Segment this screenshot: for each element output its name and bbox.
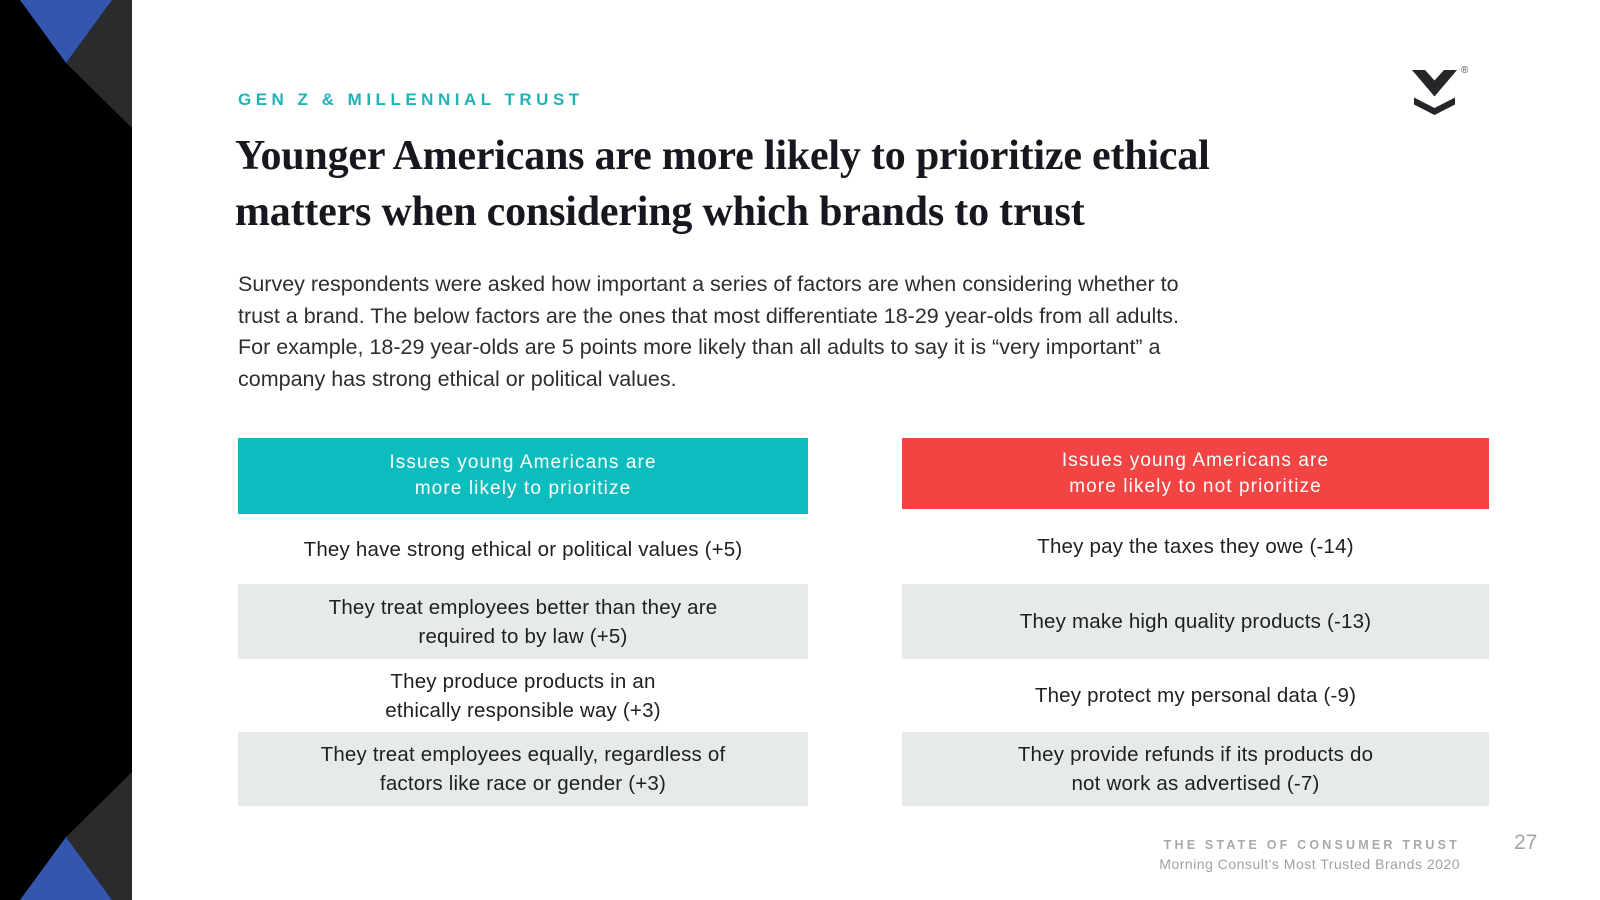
- list-item: They produce products in an ethically re…: [385, 669, 661, 722]
- list-item: They protect my personal data (-9): [1034, 684, 1357, 707]
- sidebar-decoration: [0, 0, 132, 900]
- list-item: They provide refunds if its products do …: [902, 732, 1489, 806]
- bottom-blue-triangle: [20, 837, 112, 900]
- sidebar-triangles-graphic: [20, 0, 132, 900]
- column-not-prioritize-header: Issues young Americans are more likely t…: [902, 438, 1489, 509]
- bottom-gray-triangle: [66, 772, 132, 900]
- column-prioritize-rows: They have strong ethical or political va…: [238, 514, 808, 806]
- list-item: They have strong ethical or political va…: [303, 537, 743, 561]
- top-gray-triangle: [66, 0, 132, 128]
- list-item: They treat employees equally, regardless…: [238, 732, 808, 806]
- report-subtitle: Morning Consult's Most Trusted Brands 20…: [1159, 856, 1460, 872]
- column-prioritize: Issues young Americans are more likely t…: [238, 438, 808, 806]
- footer: THE STATE OF CONSUMER TRUST Morning Cons…: [1159, 838, 1460, 871]
- column-not-prioritize-rows: They pay the taxes they owe (-14) They m…: [902, 509, 1489, 806]
- report-title: THE STATE OF CONSUMER TRUST: [1163, 838, 1460, 852]
- intro-paragraph: Survey respondents were asked how import…: [238, 272, 1179, 391]
- column-not-prioritize: Issues young Americans are more likely t…: [902, 438, 1489, 806]
- slide-title: Younger Americans are more likely to pri…: [235, 133, 1210, 235]
- section-eyebrow: GEN Z & MILLENNIAL TRUST: [238, 90, 584, 109]
- top-blue-triangle: [20, 0, 112, 63]
- logo-m-mark: [1412, 70, 1457, 115]
- list-item: They make high quality products (-13): [902, 584, 1489, 659]
- list-item: They pay the taxes they owe (-14): [1037, 535, 1354, 558]
- list-item: They treat employees better than they ar…: [238, 584, 808, 659]
- registered-trademark-symbol: ®: [1461, 65, 1469, 76]
- column-prioritize-header: Issues young Americans are more likely t…: [238, 438, 808, 514]
- morning-consult-logo-icon: [1412, 70, 1457, 115]
- page-number: 27: [1514, 831, 1538, 854]
